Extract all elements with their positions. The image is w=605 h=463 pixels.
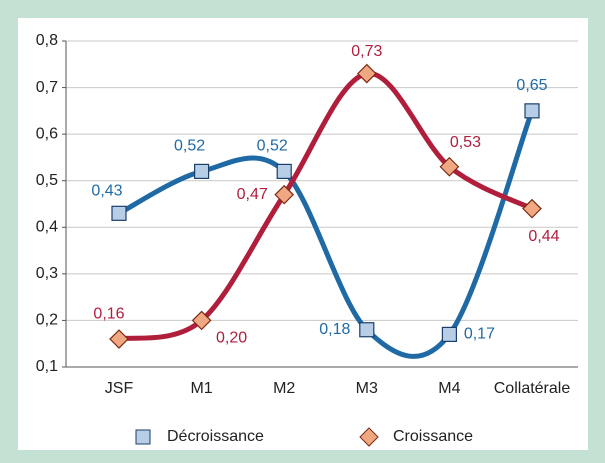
y-tick-label: 0,3 bbox=[36, 265, 58, 282]
marker bbox=[524, 103, 540, 119]
y-tick-label: 0,8 bbox=[36, 32, 58, 49]
y-tick-label: 0,6 bbox=[36, 125, 58, 142]
data-label: 0,53 bbox=[450, 134, 481, 151]
y-tick-label: 0,2 bbox=[36, 312, 58, 329]
marker bbox=[111, 205, 127, 221]
x-tick-label: Collatérale bbox=[494, 380, 571, 397]
marker bbox=[356, 63, 377, 84]
marker bbox=[439, 156, 460, 177]
marker bbox=[191, 310, 212, 331]
data-label: 0,18 bbox=[319, 321, 350, 338]
data-label: 0,73 bbox=[351, 43, 382, 60]
data-label: 0,65 bbox=[516, 77, 547, 94]
marker bbox=[522, 198, 542, 219]
data-label: 0,43 bbox=[91, 183, 122, 200]
data-label: 0,44 bbox=[528, 228, 559, 245]
data-label: 0,17 bbox=[464, 326, 495, 343]
marker bbox=[276, 163, 292, 179]
y-tick-label: 0,1 bbox=[36, 358, 58, 375]
x-tick-label: M3 bbox=[356, 380, 378, 397]
data-label: 0,52 bbox=[257, 138, 288, 155]
marker bbox=[109, 329, 129, 349]
marker bbox=[359, 322, 375, 338]
marker bbox=[194, 163, 210, 179]
x-tick-label: M2 bbox=[273, 380, 295, 397]
marker bbox=[274, 184, 295, 205]
y-tick-label: 0,4 bbox=[36, 219, 58, 236]
legend-marker bbox=[359, 427, 379, 447]
legend-label: Décroissance bbox=[167, 428, 264, 445]
data-label: 0,47 bbox=[237, 186, 268, 203]
data-label: 0,20 bbox=[216, 330, 247, 347]
y-tick-label: 0,5 bbox=[36, 172, 58, 189]
data-label: 0,16 bbox=[93, 305, 124, 322]
y-tick-label: 0,7 bbox=[36, 79, 58, 96]
x-tick-label: JSF bbox=[105, 380, 134, 397]
legend-label: Croissance bbox=[393, 428, 473, 445]
legend-marker bbox=[135, 429, 151, 445]
x-tick-label: M4 bbox=[438, 380, 460, 397]
marker bbox=[441, 326, 457, 342]
x-tick-label: M1 bbox=[190, 380, 212, 397]
data-label: 0,52 bbox=[174, 138, 205, 155]
